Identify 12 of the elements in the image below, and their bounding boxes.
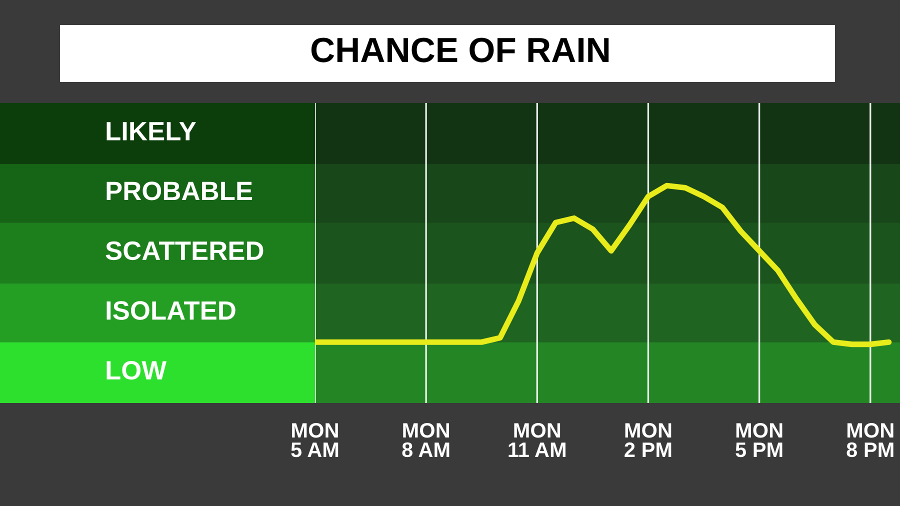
x-tick-label: MON 5 PM bbox=[736, 422, 782, 458]
band-label: ISOLATED bbox=[106, 301, 236, 320]
x-tick-label: MON 2 PM bbox=[624, 422, 672, 457]
x-tick-label: MON 11 AM bbox=[508, 422, 566, 457]
x-tick-label: MON 8 PM bbox=[846, 422, 894, 458]
x-tick-label: MON 5 AM bbox=[291, 422, 338, 458]
band-label: LOW bbox=[106, 360, 167, 380]
chart-title: CHANCE OF RAIN bbox=[311, 38, 609, 62]
band-label: LIKELY bbox=[106, 122, 196, 140]
band-label: PROBABLE bbox=[106, 182, 252, 200]
band-label: SCATTERED bbox=[106, 241, 264, 260]
x-tick-label: MON 8 AM bbox=[402, 422, 450, 458]
